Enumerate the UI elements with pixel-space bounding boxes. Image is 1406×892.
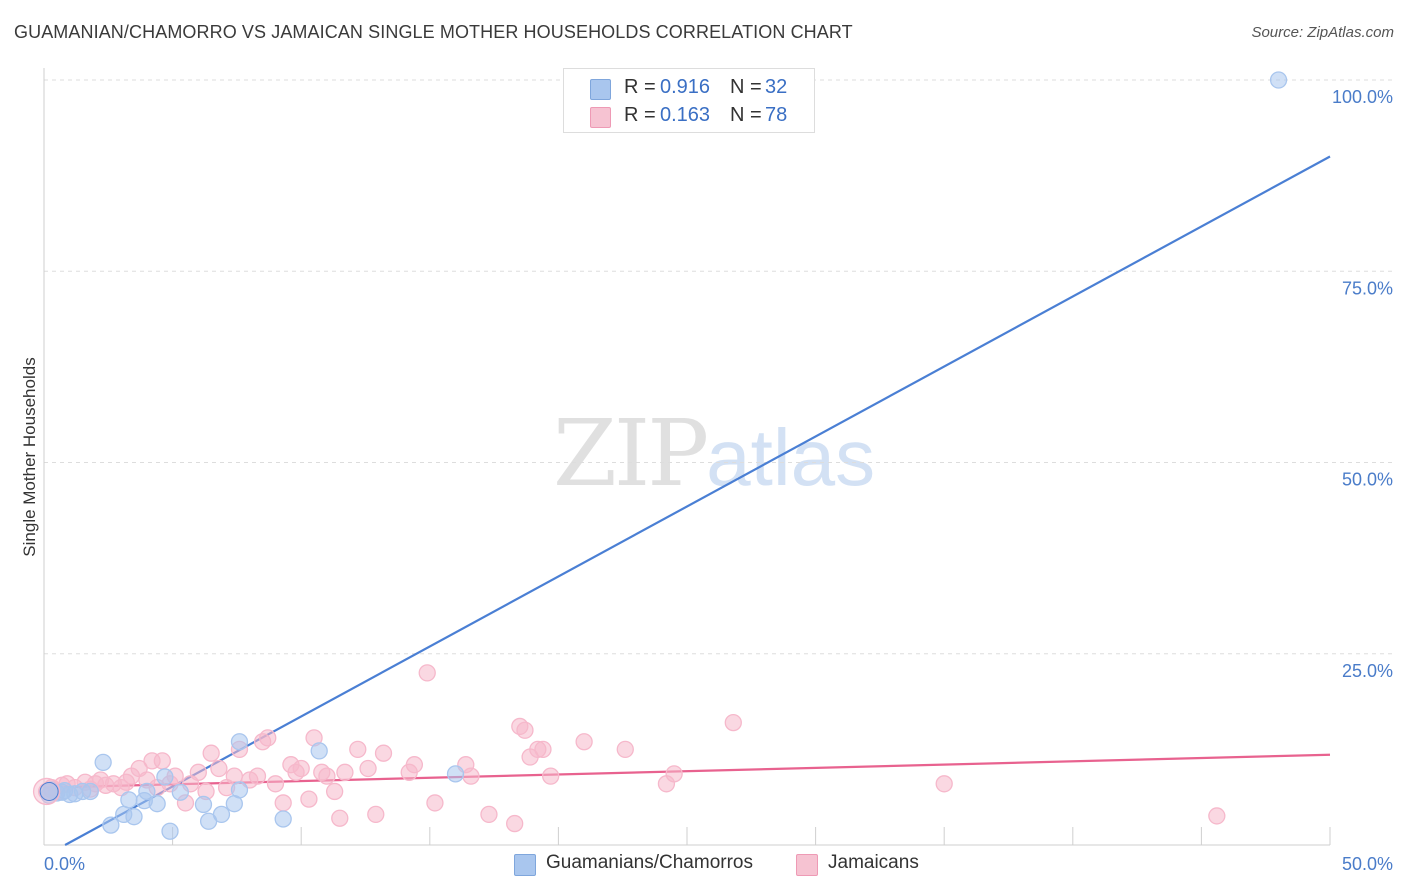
watermark-atlas: atlas — [706, 413, 876, 502]
grid — [44, 79, 1395, 655]
point-guamanian — [1269, 71, 1288, 89]
r-label: R = — [624, 76, 656, 98]
watermark-zip: ZIP — [553, 400, 709, 507]
point-jamaican — [575, 733, 593, 751]
bottom-legend-label: Jamaicans — [828, 852, 919, 873]
point-jamaican — [1208, 807, 1226, 825]
point-jamaican — [300, 790, 318, 808]
point-jamaican — [405, 756, 424, 774]
point-guamanian — [161, 822, 179, 840]
tick-labels: 25.0% 50.0% 75.0% 100.0% 0.0% 50.0% — [44, 87, 1393, 874]
legend-row-jamaican: R = 0.163 N = 78 — [564, 101, 814, 131]
data-points — [32, 71, 1288, 840]
n-label: N = — [730, 104, 762, 126]
r-value: 0.916 — [660, 76, 711, 98]
point-jamaican — [359, 759, 377, 778]
point-jamaican — [331, 809, 349, 827]
x-tick-label: 0.0% — [44, 854, 85, 874]
y-tick-label: 50.0% — [1342, 470, 1393, 490]
watermark: ZIPatlas — [553, 400, 875, 507]
point-jamaican — [506, 814, 524, 833]
point-jamaican — [616, 740, 634, 759]
point-guamanian — [39, 781, 59, 801]
point-jamaican — [318, 767, 336, 785]
point-jamaican — [202, 744, 220, 762]
bottom-legend-label: Guamanians/Chamorros — [546, 852, 753, 873]
r-value: 0.163 — [660, 104, 711, 126]
y-tick-label: 75.0% — [1342, 278, 1393, 298]
point-jamaican — [189, 763, 207, 781]
point-jamaican — [266, 775, 285, 793]
point-jamaican — [665, 765, 683, 783]
point-jamaican — [374, 744, 393, 762]
point-guamanian — [94, 753, 112, 772]
point-jamaican — [336, 763, 354, 781]
point-jamaican — [534, 740, 552, 759]
source-label: Source: ZipAtlas.com — [1251, 24, 1394, 41]
point-guamanian — [148, 795, 166, 813]
point-jamaican — [542, 767, 560, 785]
point-guamanian — [102, 816, 120, 834]
point-jamaican — [516, 721, 534, 739]
point-guamanian — [230, 733, 249, 751]
point-jamaican — [259, 729, 277, 747]
n-value: 32 — [765, 76, 788, 98]
point-jamaican — [480, 805, 498, 824]
point-guamanian — [138, 782, 156, 801]
point-guamanian — [156, 768, 174, 786]
point-guamanian — [81, 782, 99, 801]
n-value: 78 — [765, 104, 788, 126]
point-guamanian — [171, 783, 189, 801]
trend-line-guamanian — [64, 155, 1331, 846]
point-jamaican — [349, 740, 367, 759]
bottom-swatch-pink — [796, 854, 818, 876]
x-tick-label: 50.0% — [1342, 854, 1393, 874]
point-jamaican — [292, 759, 310, 778]
point-guamanian — [274, 810, 292, 828]
point-jamaican — [935, 775, 953, 793]
legend-swatch-pink — [590, 107, 611, 128]
point-jamaican — [462, 767, 480, 785]
bottom-swatch-blue — [514, 854, 536, 876]
point-guamanian — [230, 781, 249, 799]
y-tick-label: 100.0% — [1332, 87, 1393, 107]
n-label: N = — [730, 76, 762, 98]
y-tick-label: 25.0% — [1342, 661, 1393, 681]
point-jamaican — [367, 805, 385, 824]
stats-legend: R = 0.916 N = 32 R = 0.163 N = 78 — [563, 68, 815, 133]
point-jamaican — [248, 767, 267, 785]
point-jamaican — [325, 782, 344, 801]
axes — [43, 68, 1331, 846]
chart-title: GUAMANIAN/CHAMORRO VS JAMAICAN SINGLE MO… — [14, 22, 853, 42]
point-jamaican — [274, 794, 292, 812]
point-jamaican — [724, 713, 742, 732]
y-axis-label: Single Mother Households — [20, 357, 39, 556]
point-guamanian — [446, 765, 465, 783]
point-guamanian — [194, 795, 213, 814]
legend-row-guamanian: R = 0.916 N = 32 — [564, 73, 814, 103]
point-guamanian — [125, 808, 143, 826]
point-guamanian — [212, 805, 231, 824]
point-guamanian — [120, 791, 138, 809]
point-jamaican — [210, 759, 228, 778]
point-jamaican — [418, 664, 436, 682]
legend-swatch-blue — [590, 79, 611, 100]
point-jamaican — [153, 752, 171, 770]
point-jamaican — [426, 794, 444, 812]
point-guamanian — [310, 742, 328, 760]
r-label: R = — [624, 104, 656, 126]
